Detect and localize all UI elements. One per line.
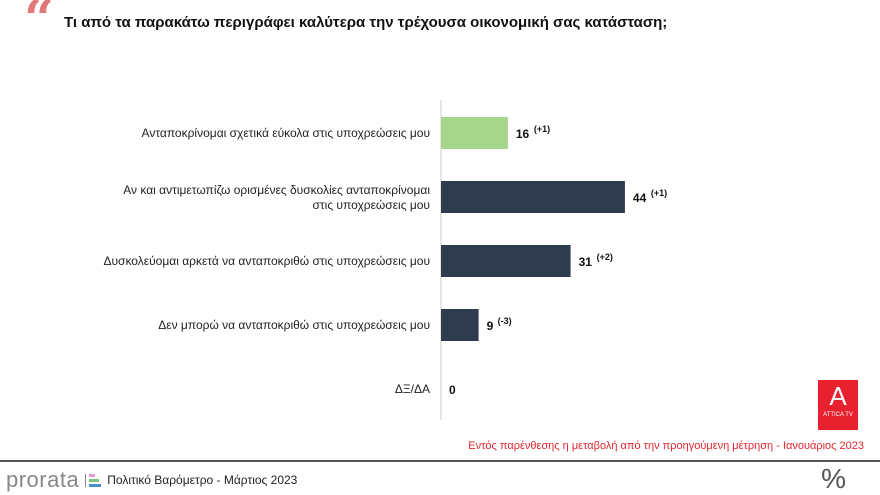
bar (441, 309, 479, 341)
category-label: Αν και αντιμετωπίζω ορισμένες δυσκολίες … (123, 183, 430, 212)
change-label: (+1) (534, 124, 550, 134)
attica-tv-logo: Α ATTICA TV (818, 380, 858, 430)
category-label: Ανταποκρίνομαι σχετικά εύκολα στις υποχρ… (142, 126, 430, 140)
value-label: 0 (449, 383, 456, 397)
bar (441, 245, 571, 277)
change-label: (+1) (651, 188, 667, 198)
footnote: Εντός παρένθεσης η μεταβολή από την προη… (468, 440, 864, 452)
prorata-bars-icon (85, 473, 102, 487)
category-label: Δεν μπορώ να ανταποκριθώ στις υποχρεώσει… (158, 318, 430, 332)
change-label: (-3) (498, 316, 512, 326)
footer: prorata Πολιτικό Βαρόμετρο - Μάρτιος 202… (6, 467, 297, 493)
chart-title: Τι από τα παρακάτω περιγράφει καλύτερα τ… (64, 14, 668, 31)
category-label: ΔΞ/ΔΑ (395, 382, 430, 396)
bar (441, 117, 508, 149)
percent-icon: % (821, 463, 846, 494)
value-label: 31 (579, 255, 593, 269)
bar-chart: Ανταποκρίνομαι σχετικά εύκολα στις υποχρ… (103, 100, 667, 420)
bar (441, 181, 625, 213)
value-label: 44 (633, 191, 647, 205)
quote-icon: “ (24, 0, 54, 50)
value-label: 9 (487, 319, 494, 333)
category-label: Δυσκολεύομαι αρκετά να ανταποκριθώ στις … (103, 254, 430, 268)
value-label: 16 (516, 127, 530, 141)
footer-divider (0, 460, 880, 462)
change-label: (+2) (597, 252, 613, 262)
prorata-logo: prorata (6, 467, 80, 492)
footer-title: Πολιτικό Βαρόμετρο - Μάρτιος 2023 (107, 473, 298, 487)
